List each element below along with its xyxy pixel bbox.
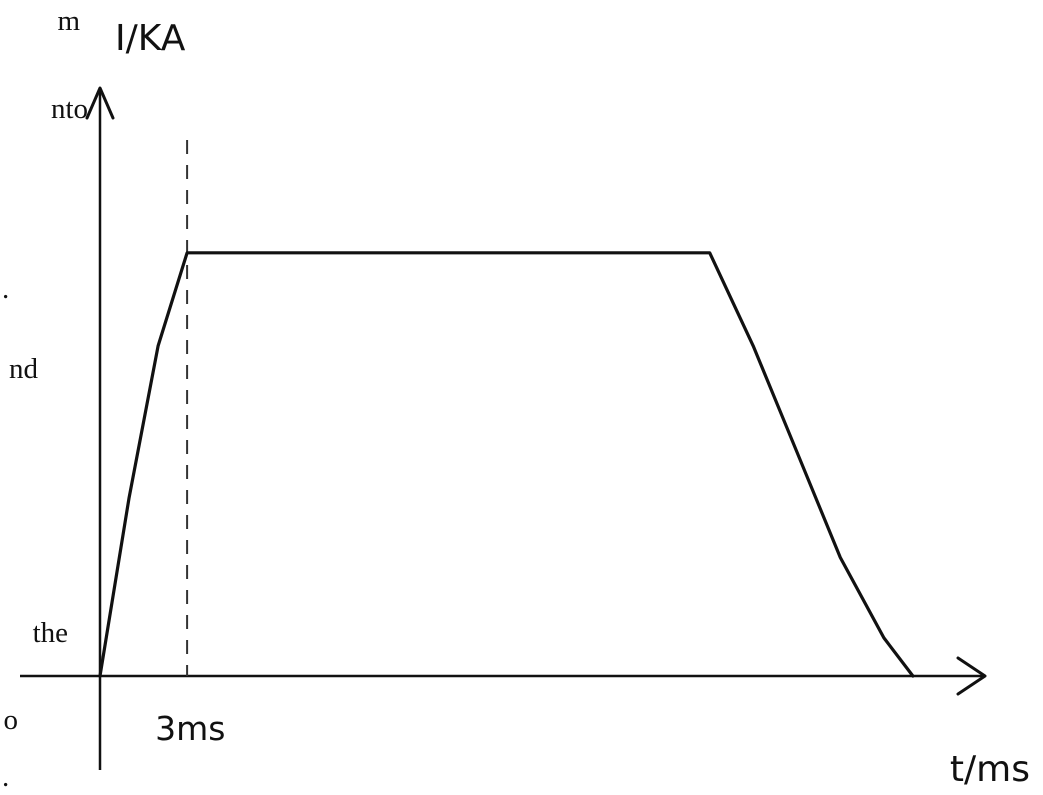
left-text-fragment: m (57, 5, 80, 37)
x-axis-arrowhead (956, 656, 987, 696)
x-axis-label: t/ms (950, 749, 1030, 790)
y-axis-arrowhead (85, 86, 115, 120)
left-text-fragment: . (2, 273, 9, 305)
left-margin-text-fragments: m nto. nd the o. (2, 5, 88, 793)
x-tick-label-3ms: 3ms (155, 709, 225, 748)
series-line-current (98, 251, 915, 678)
y-axis-label: I/KA (115, 18, 186, 59)
left-text-fragment: o (4, 704, 19, 736)
left-text-fragment: nd (9, 353, 39, 385)
left-text-fragment: the (33, 617, 68, 649)
left-text-fragment: . (2, 761, 9, 793)
left-text-fragment: nto (51, 93, 88, 125)
x-tick-labels: 3ms (155, 709, 225, 748)
